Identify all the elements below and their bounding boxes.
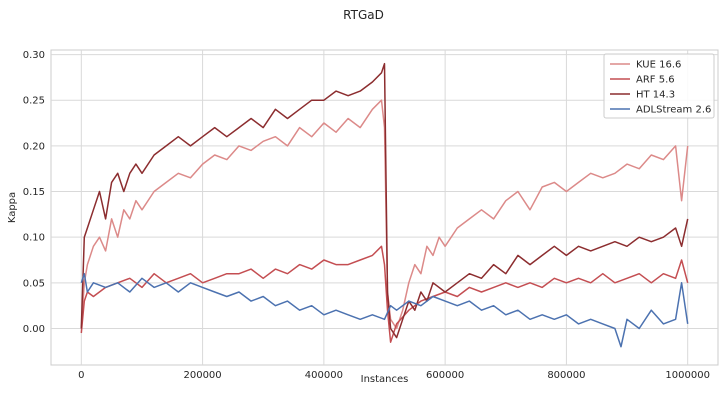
y-axis: 0.00 0.05 0.10 0.15 0.20 0.25 0.30 [23,50,45,335]
series-line-kue [80,99,689,330]
y-tick-label: 0.10 [23,233,45,244]
legend-box [603,53,715,119]
legend-label: HT 14.3 [636,90,675,101]
y-tick-label: 0.15 [23,187,45,198]
series-layer [80,62,689,348]
series-line-adlstream [80,272,689,348]
x-axis: 0 200000 400000 600000 800000 1000000 [78,370,710,381]
series-line-ht [80,62,689,339]
legend-label: KUE 16.6 [636,60,681,71]
x-tick-label: 0 [78,370,84,381]
x-tick-label: 600000 [426,370,464,381]
x-axis-label: Instances [361,374,409,385]
legend-label: ARF 5.6 [636,75,675,86]
x-tick-label: 200000 [183,370,221,381]
y-tick-label: 0.00 [23,324,45,335]
y-tick-label: 0.20 [23,141,45,152]
y-tick-label: 0.25 [23,96,45,107]
chart-title: RTGaD [343,8,384,22]
legend: KUE 16.6 ARF 5.6 HT 14.3 ADLStream 2.6 [603,53,715,119]
y-axis-label: Kappa [7,192,18,223]
legend-label: ADLStream 2.6 [636,105,711,116]
series-line-arf [80,245,689,343]
x-tick-label: 400000 [305,370,343,381]
y-tick-label: 0.05 [23,278,45,289]
x-tick-label: 1000000 [665,370,710,381]
x-tick-label: 800000 [547,370,585,381]
y-tick-label: 0.30 [23,50,45,61]
